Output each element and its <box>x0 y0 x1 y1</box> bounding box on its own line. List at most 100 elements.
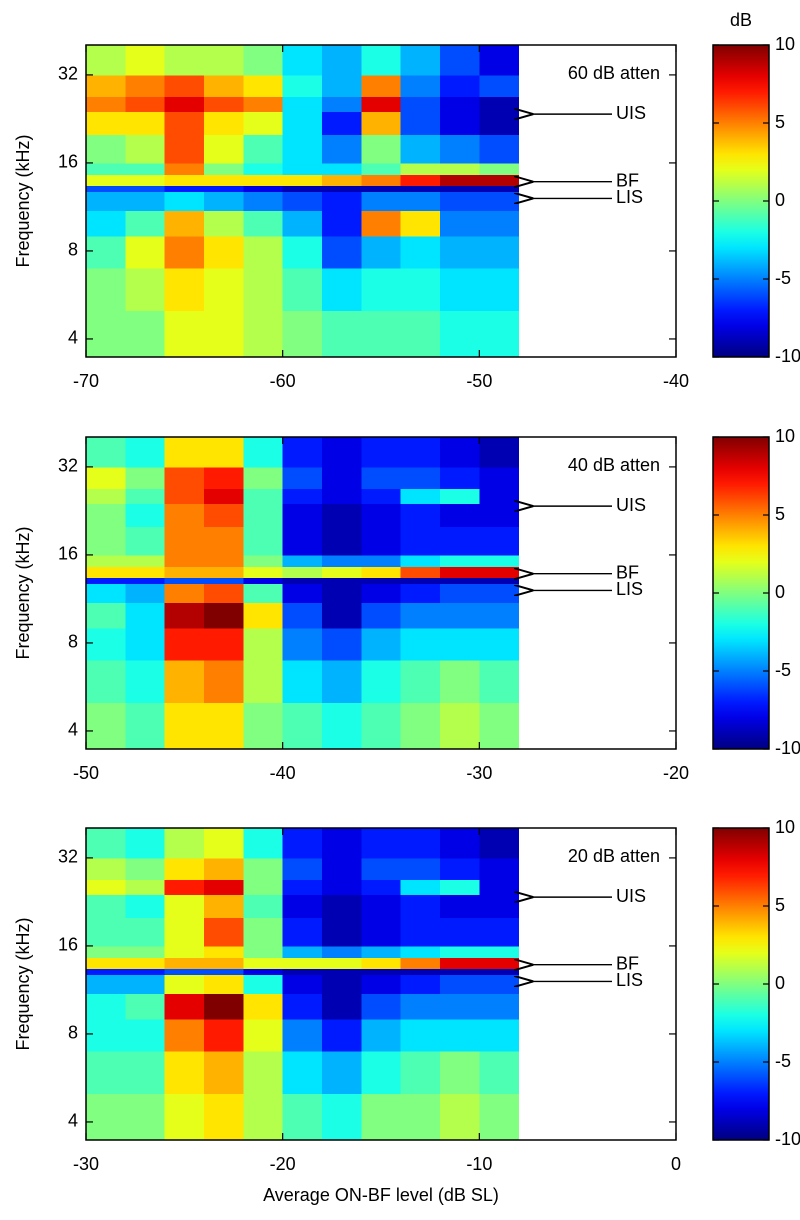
heat-cell <box>86 566 126 578</box>
x-tick-label: -50 <box>466 371 492 391</box>
heat-cell <box>164 702 205 750</box>
heat-cell <box>440 96 480 112</box>
heat-cell <box>361 627 402 661</box>
heat-cell <box>400 437 441 468</box>
heat-cell <box>282 488 323 504</box>
heat-cell <box>204 437 244 468</box>
heat-cell <box>479 945 520 959</box>
heat-cell <box>322 945 362 959</box>
heat-cell <box>479 310 520 358</box>
colorbar-tick-label: 0 <box>775 973 785 993</box>
heat-cell <box>361 659 402 704</box>
heat-cell <box>440 526 480 556</box>
heat-cell <box>400 96 441 112</box>
heat-cell <box>125 828 166 859</box>
heat-cell <box>243 566 284 578</box>
colorbar-label: dB <box>730 10 752 30</box>
heat-cell <box>164 1093 205 1141</box>
heat-cell <box>86 602 126 629</box>
heat-cell <box>322 1050 362 1095</box>
heat-cell <box>243 1050 284 1095</box>
heat-cell <box>361 162 402 176</box>
heat-cell <box>322 134 362 164</box>
heat-cell <box>125 602 166 629</box>
heat-cell <box>479 185 520 192</box>
heat-cell <box>479 235 520 269</box>
heat-cell <box>243 74 284 97</box>
heat-cell <box>400 1050 441 1095</box>
heat-cell <box>164 974 205 995</box>
x-tick-label: -50 <box>73 763 99 783</box>
heat-cell <box>322 310 362 358</box>
heat-cell <box>440 162 480 176</box>
heat-cell <box>479 174 520 186</box>
heat-cell <box>479 267 520 312</box>
y-tick-label: 16 <box>58 544 78 564</box>
heat-cell <box>204 191 244 212</box>
heat-cell <box>282 1093 323 1141</box>
heat-cell <box>400 602 441 629</box>
heat-cell <box>479 437 520 468</box>
y-axis-label: Frequency (kHz) <box>13 917 33 1050</box>
heat-cell <box>164 1018 205 1052</box>
heat-cell <box>400 828 441 859</box>
heat-cell <box>400 627 441 661</box>
heat-cell <box>243 96 284 112</box>
heat-cell <box>440 503 480 528</box>
heat-cell <box>282 267 323 312</box>
heat-cell <box>282 583 323 604</box>
colorbar-tick-label: -10 <box>775 346 800 366</box>
heat-cell <box>479 968 520 975</box>
heat-cell <box>204 134 244 164</box>
heat-cell <box>86 554 126 568</box>
heat-cell <box>282 174 323 186</box>
heat-cell <box>86 857 126 880</box>
heat-cell <box>164 310 205 358</box>
heat-cell <box>322 627 362 661</box>
heat-cell <box>400 945 441 959</box>
heat-cell <box>243 917 284 947</box>
heat-cell <box>86 437 126 468</box>
plot-frame <box>85 827 677 1141</box>
heat-cell <box>164 968 205 975</box>
heat-cell <box>125 659 166 704</box>
heat-cell <box>125 1018 166 1052</box>
heat-cell <box>243 267 284 312</box>
heat-cell <box>322 466 362 489</box>
heat-cell <box>243 45 284 76</box>
heat-cell <box>440 577 480 584</box>
colorbar <box>712 44 770 358</box>
heat-cell <box>86 957 126 969</box>
heat-cell <box>479 583 520 604</box>
heat-cell <box>204 466 244 489</box>
heat-cell <box>440 466 480 489</box>
colorbar-tick-label: 10 <box>775 817 795 837</box>
heat-cell <box>204 857 244 880</box>
heat-cell <box>361 602 402 629</box>
heat-cell <box>243 894 284 919</box>
heat-cell <box>86 974 126 995</box>
heat-cell <box>164 235 205 269</box>
heat-cell <box>361 566 402 578</box>
heat-cell <box>479 602 520 629</box>
heat-cell <box>361 828 402 859</box>
heat-cell <box>479 566 520 578</box>
heat-cell <box>400 659 441 704</box>
heat-cell <box>361 96 402 112</box>
heat-cell <box>125 96 166 112</box>
heat-cell <box>282 1018 323 1052</box>
heat-cell <box>361 1018 402 1052</box>
heat-cell <box>204 627 244 661</box>
heat-cell <box>400 526 441 556</box>
heat-cell <box>400 974 441 995</box>
heat-cell <box>125 945 166 959</box>
heat-cell <box>479 894 520 919</box>
heat-cell <box>400 583 441 604</box>
heat-cell <box>86 1050 126 1095</box>
arrow-label: BF <box>616 953 639 973</box>
heat-cell <box>361 210 402 237</box>
heat-cell <box>440 602 480 629</box>
heat-cell <box>86 993 126 1020</box>
heat-cell <box>282 503 323 528</box>
